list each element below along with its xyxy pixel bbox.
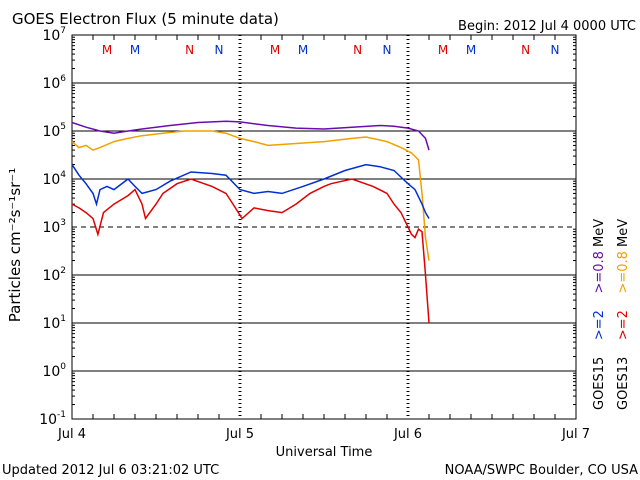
orbit-marker-N: N [383, 43, 392, 57]
series-line-goes15-0-8-mev [71, 120, 430, 151]
x-tick-label: Jul 7 [561, 427, 590, 442]
legend-unit: MeV [592, 219, 607, 251]
orbit-marker-M: M [466, 43, 476, 57]
series-line-goes13-2-mev [71, 178, 430, 324]
orbit-marker-M: M [438, 43, 448, 57]
legend-goes13: GOES13 >=2 >=0.8 MeV [616, 219, 631, 410]
legend-satellite: GOES15 [592, 357, 607, 410]
orbit-marker-M: M [298, 43, 308, 57]
x-axis-label: Universal Time [276, 445, 373, 460]
y-tick-label: 106 [42, 74, 66, 92]
orbit-marker-N: N [215, 43, 224, 57]
y-tick-label: 100 [42, 362, 66, 380]
y-tick-label: 102 [42, 266, 66, 284]
begin-label: Begin: 2012 Jul 4 0000 UTC [458, 19, 636, 34]
x-tick-label: Jul 6 [393, 427, 422, 442]
y-tick-label: 103 [42, 218, 66, 236]
legend-channel-2mev: >=2 [592, 310, 607, 357]
orbit-marker-M: M [102, 43, 112, 57]
source-credit: NOAA/SWPC Boulder, CO USA [445, 463, 638, 478]
orbit-marker-N: N [185, 43, 194, 57]
y-axis-label: Particles cm⁻²s⁻¹sr⁻¹ [6, 168, 24, 322]
y-tick-label: 10-1 [39, 410, 66, 428]
legend-channel-2mev: >=2 [616, 310, 631, 357]
legend-channel-08mev: >=0.8 [592, 251, 607, 310]
orbit-marker-N: N [551, 43, 560, 57]
y-tick-label: 105 [42, 122, 66, 140]
y-tick-label: 104 [42, 170, 66, 188]
legend-satellite: GOES13 [616, 357, 631, 410]
series-line-goes15-2-mev [71, 163, 430, 219]
legend-unit: MeV [616, 219, 631, 251]
orbit-marker-N: N [353, 43, 362, 57]
orbit-marker-N: N [521, 43, 530, 57]
orbit-marker-M: M [270, 43, 280, 57]
chart-title: GOES Electron Flux (5 minute data) [12, 10, 279, 28]
updated-timestamp: Updated 2012 Jul 6 03:21:02 UTC [2, 463, 219, 478]
y-tick-label: 101 [42, 314, 66, 332]
legend-channel-08mev: >=0.8 [616, 251, 631, 310]
x-tick-label: Jul 4 [57, 427, 86, 442]
x-tick-label: Jul 5 [225, 427, 254, 442]
y-tick-label: 107 [42, 26, 66, 44]
series-line-goes13-0-8-mev [71, 130, 430, 261]
legend-goes15: GOES15 >=2 >=0.8 MeV [592, 219, 607, 410]
orbit-marker-M: M [130, 43, 140, 57]
